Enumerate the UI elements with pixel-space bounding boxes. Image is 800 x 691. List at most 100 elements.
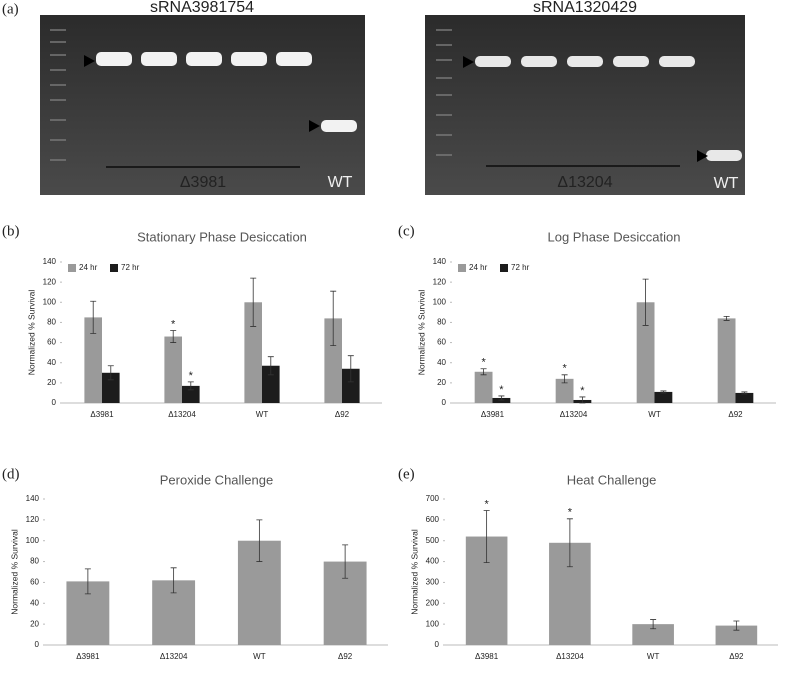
x-tick-label: Δ13204: [560, 410, 588, 419]
panel-label: (a): [2, 1, 19, 17]
error-bar: [579, 396, 586, 404]
significance-marker: *: [481, 357, 486, 369]
x-tick-label: Δ13204: [160, 652, 188, 661]
x-tick-label: Δ3981: [90, 410, 114, 419]
panel-label: (d): [2, 466, 20, 482]
y-tick-label: 60: [30, 578, 39, 587]
error-bar: [723, 315, 730, 321]
y-tick-label: 20: [47, 378, 56, 387]
chart-title: Heat Challenge: [567, 472, 657, 487]
gel-image: [40, 15, 365, 195]
gel-lane-label: Δ3981: [180, 174, 226, 191]
x-tick-label: WT: [648, 410, 661, 419]
error-bar: [733, 620, 740, 631]
error-bar: [170, 330, 177, 343]
y-tick-label: 120: [43, 277, 57, 286]
bar: [324, 318, 342, 403]
legend-swatch: [110, 264, 118, 272]
x-tick-label: Δ3981: [481, 410, 505, 419]
y-tick-label: 0: [435, 640, 440, 649]
legend-label: 72 hr: [511, 263, 530, 272]
x-tick-label: Δ92: [729, 652, 744, 661]
error-bar: [483, 510, 490, 564]
bar: [636, 302, 655, 403]
x-tick-label: Δ3981: [475, 652, 499, 661]
x-tick-label: Δ92: [335, 410, 350, 419]
bar: [182, 385, 200, 403]
legend-label: 72 hr: [121, 263, 140, 272]
x-tick-label: Δ3981: [76, 652, 100, 661]
y-tick-label: 100: [43, 297, 57, 306]
y-tick-label: 40: [30, 598, 39, 607]
bar: [654, 391, 673, 403]
error-bar: [650, 619, 657, 630]
significance-marker: *: [562, 363, 567, 375]
y-tick-label: 60: [47, 338, 56, 347]
error-bar: [342, 544, 349, 579]
error-bar: [561, 374, 568, 384]
gel-title: sRNA1320429: [533, 0, 637, 16]
y-tick-label: 600: [426, 515, 440, 524]
error-bar: [566, 518, 573, 568]
y-tick-label: 200: [426, 598, 440, 607]
gel-lane-label: Δ13204: [557, 174, 612, 191]
panel-label: (b): [2, 223, 20, 239]
y-tick-label: 140: [433, 257, 447, 266]
error-bar: [741, 391, 748, 395]
y-tick-label: 120: [26, 515, 40, 524]
y-tick-label: 120: [433, 277, 447, 286]
y-tick-label: 100: [426, 619, 440, 628]
error-bar: [84, 568, 91, 595]
legend-label: 24 hr: [469, 263, 488, 272]
y-tick-label: 500: [426, 536, 440, 545]
y-tick-label: 0: [35, 640, 40, 649]
error-bar: [642, 278, 649, 326]
y-axis-label: Normalized % Survival: [9, 529, 19, 615]
x-tick-label: WT: [253, 652, 266, 661]
bar: [262, 365, 280, 403]
significance-marker: *: [171, 318, 176, 330]
error-bar: [90, 300, 97, 334]
bar: [164, 336, 182, 403]
y-tick-label: 300: [426, 578, 440, 587]
legend-swatch: [68, 264, 76, 272]
significance-marker: *: [568, 507, 573, 519]
error-bar: [480, 368, 487, 376]
y-tick-label: 140: [43, 257, 57, 266]
y-tick-label: 100: [26, 536, 40, 545]
x-tick-label: Δ13204: [168, 410, 196, 419]
bar: [244, 302, 262, 403]
error-bar: [267, 356, 274, 376]
bar: [717, 318, 736, 403]
bar: [735, 392, 754, 403]
y-tick-label: 80: [47, 318, 56, 327]
x-tick-label: Δ92: [338, 652, 353, 661]
bar: [492, 397, 511, 403]
x-tick-label: Δ13204: [556, 652, 584, 661]
chart-title: Peroxide Challenge: [160, 472, 273, 487]
error-bar: [347, 355, 354, 383]
panel-label: (c): [398, 223, 415, 239]
error-bar: [498, 395, 505, 401]
y-tick-label: 400: [426, 557, 440, 566]
bar: [342, 368, 360, 403]
gel-image: [425, 15, 745, 195]
error-bar: [250, 277, 257, 327]
significance-marker: *: [580, 385, 585, 397]
gel-title: sRNA3981754: [150, 0, 254, 16]
legend-swatch: [500, 264, 508, 272]
y-tick-label: 60: [437, 338, 446, 347]
error-bar: [170, 567, 177, 594]
y-axis-label: Normalized % Survival: [409, 529, 419, 615]
bar: [474, 371, 493, 403]
chart-title: Stationary Phase Desiccation: [137, 229, 307, 244]
y-tick-label: 40: [437, 358, 446, 367]
significance-marker: *: [189, 370, 194, 382]
error-bar: [660, 390, 667, 394]
bar: [555, 378, 574, 403]
panel-label: (e): [398, 466, 415, 482]
bar: [715, 625, 758, 645]
gel-lane-label: WT: [328, 174, 353, 191]
bar: [84, 317, 102, 403]
